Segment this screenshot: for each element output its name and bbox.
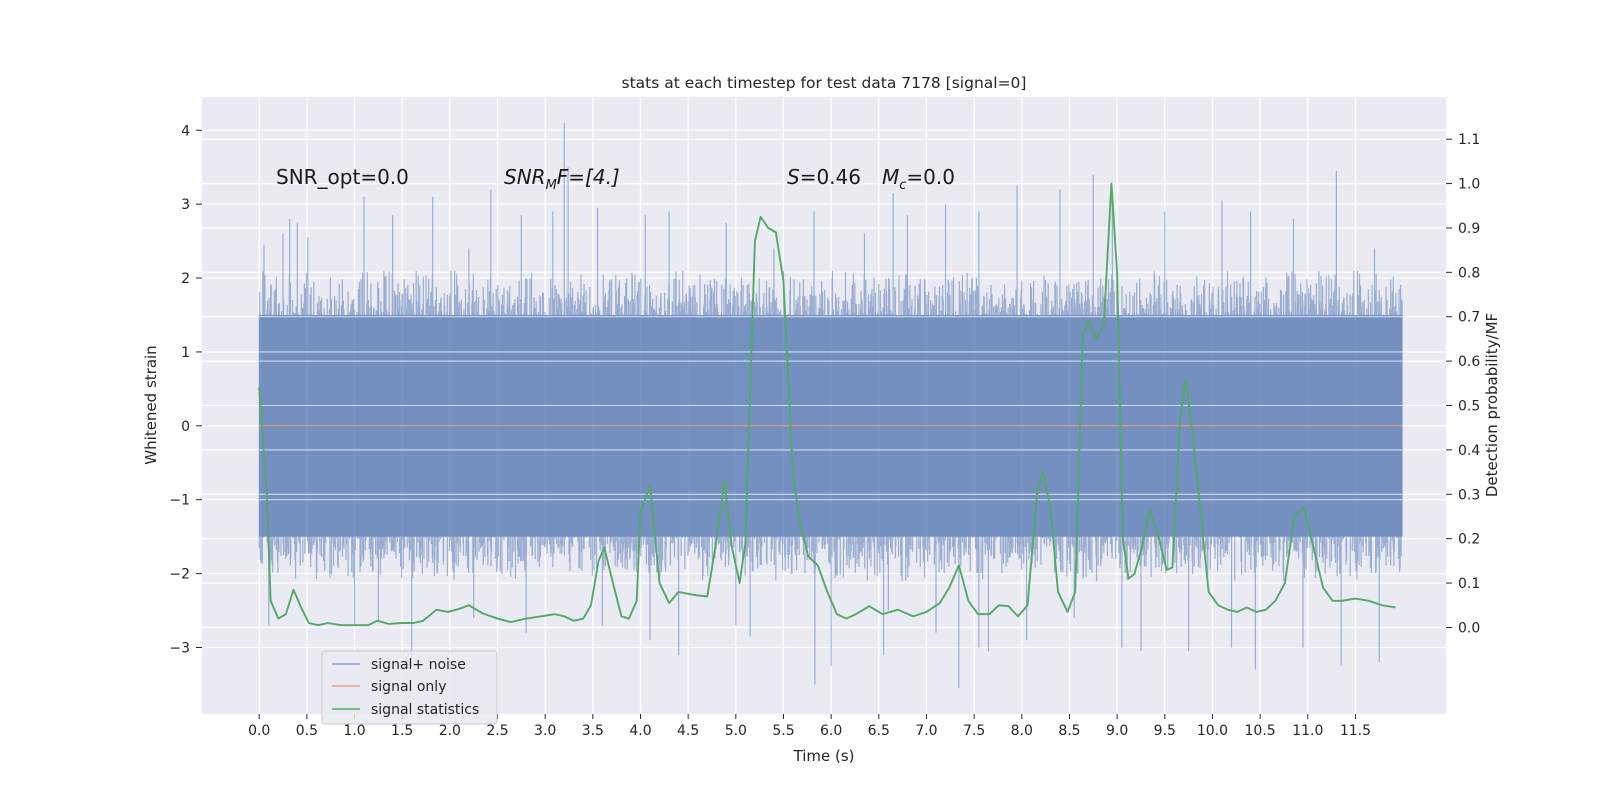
annotation-s-main: S: [787, 165, 800, 189]
x-tick-label: 10.5: [1245, 723, 1276, 739]
y-right-axis-label: Detection probability/MF: [1483, 313, 1501, 497]
annotation-s-rest: =0.46: [800, 165, 861, 189]
annotation-mc-sub: c: [899, 178, 906, 193]
x-tick-label: 4.0: [629, 723, 651, 739]
x-tick-label: 9.0: [1106, 723, 1128, 739]
y-left-tick-label: 1: [181, 345, 190, 361]
annotation-mc-main: M: [882, 165, 899, 189]
x-tick-label: 10.0: [1197, 723, 1228, 739]
x-tick-label: 3.5: [582, 723, 604, 739]
y-left-tick-label: 2: [181, 271, 190, 287]
y-left-tick-label: 0: [181, 419, 190, 435]
x-tick-label: 8.0: [1011, 723, 1033, 739]
x-tick-label: 2.0: [439, 723, 461, 739]
legend: signal+ noise signal only signal statist…: [321, 650, 498, 725]
y-left-axis-ticks: −3 −2 −1 0 1 2 3 4: [169, 123, 202, 656]
annotation-snr-opt: SNR_opt=0.0: [276, 165, 409, 189]
annotation-snr-mf-main: SNR: [504, 165, 546, 189]
annotation-snr-mf-sub: M: [546, 178, 557, 193]
y-right-tick-label: 0.9: [1458, 221, 1480, 237]
x-axis-label: Time (s): [793, 747, 855, 765]
x-tick-label: 1.0: [343, 723, 365, 739]
y-right-tick-label: 0.7: [1458, 310, 1480, 326]
annotation-s: S=0.46: [787, 165, 861, 189]
y-left-tick-label: −1: [169, 493, 190, 509]
y-left-tick-label: −3: [169, 640, 190, 656]
x-tick-label: 4.5: [677, 723, 699, 739]
x-tick-label: 0.0: [248, 723, 270, 739]
x-tick-label: 11.5: [1340, 723, 1371, 739]
y-right-tick-label: 0.6: [1458, 354, 1480, 370]
x-tick-label: 8.5: [1058, 723, 1080, 739]
y-right-tick-label: 0.8: [1458, 265, 1480, 281]
x-tick-label: 7.0: [915, 723, 937, 739]
y-right-tick-label: 1.0: [1458, 177, 1480, 193]
annotation-snr-mf: SNRMF=[4.]: [504, 165, 620, 193]
x-tick-label: 2.5: [486, 723, 508, 739]
y-right-tick-label: 0.5: [1458, 399, 1480, 415]
y-right-tick-label: 0.0: [1458, 620, 1480, 636]
x-tick-label: 11.0: [1292, 723, 1323, 739]
annotation-mc: Mc=0.0: [882, 165, 955, 193]
annotation-mc-rest: =0.0: [906, 165, 955, 189]
x-tick-label: 7.5: [963, 723, 985, 739]
y-right-axis-ticks: 0.0 0.1 0.2 0.3 0.4 0.5 0.6 0.7 0.8 0.9 1.0 1.1: [1446, 132, 1480, 636]
chart-title: stats at each timestep for test data 717…: [622, 74, 1027, 92]
x-tick-label: 0.5: [296, 723, 318, 739]
y-right-tick-label: 0.1: [1458, 576, 1480, 592]
y-right-tick-label: 1.1: [1458, 132, 1480, 148]
x-tick-label: 6.0: [820, 723, 842, 739]
x-tick-label: 9.5: [1154, 723, 1176, 739]
x-axis-ticks: 0.0 0.5 1.0 1.5 2.0 2.5 3.0 3.5 4.0 4.5 5.0 5.5 6.0 6…: [248, 714, 1371, 739]
y-left-tick-label: 4: [181, 123, 190, 139]
x-tick-label: 5.5: [772, 723, 794, 739]
x-tick-label: 5.0: [725, 723, 747, 739]
y-left-tick-label: −2: [169, 567, 190, 583]
legend-label-signal-only: signal only: [371, 679, 446, 695]
x-tick-label: 1.5: [391, 723, 413, 739]
y-right-tick-label: 0.4: [1458, 443, 1480, 459]
annotation-snr-mf-rest: F=[4.]: [557, 165, 620, 189]
signal-statistics-line: [258, 182, 1396, 627]
y-right-tick-label: 0.2: [1458, 532, 1480, 548]
legend-label-signal-statistics: signal statistics: [371, 702, 479, 718]
x-tick-label: 3.0: [534, 723, 556, 739]
y-left-tick-label: 3: [181, 197, 190, 213]
legend-label-signal-noise: signal+ noise: [371, 657, 466, 673]
legend-box: [321, 650, 498, 725]
signal-statistics-series: [258, 182, 1396, 627]
x-tick-label: 6.5: [868, 723, 890, 739]
y-left-axis-label: Whitened strain: [142, 345, 160, 464]
y-right-tick-label: 0.3: [1458, 487, 1480, 503]
